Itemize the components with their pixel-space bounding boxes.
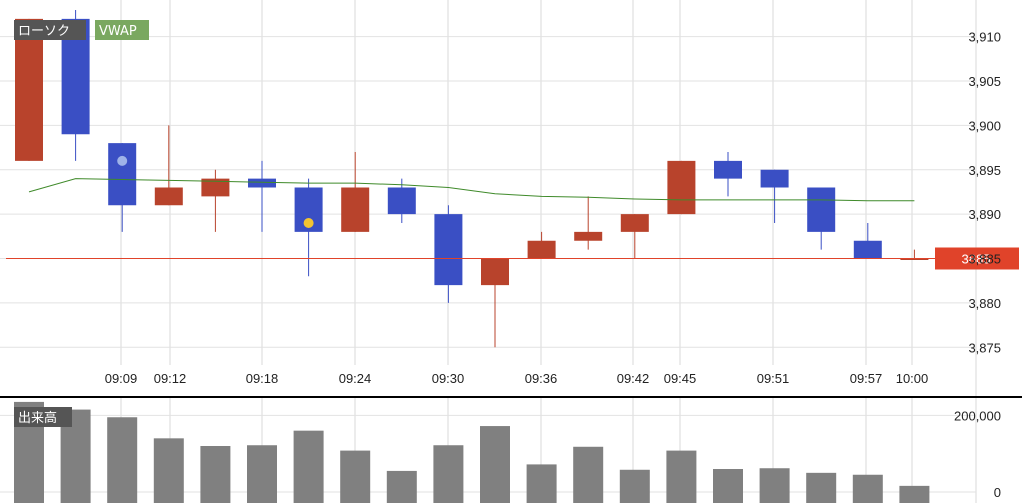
- y-tick-label: 3,900: [968, 118, 1001, 133]
- candle-body: [714, 160, 742, 179]
- candle-body: [481, 258, 509, 286]
- candle-body: [248, 178, 276, 188]
- marker-series: [117, 155, 314, 228]
- y-tick-label: 3,885: [968, 252, 1001, 267]
- volume-bar: [200, 446, 231, 503]
- volume-bar: [247, 445, 277, 503]
- candle-body: [15, 18, 43, 161]
- y-tick-label: 3,895: [968, 163, 1001, 178]
- candle-body: [154, 187, 183, 206]
- volume-bar: [899, 485, 930, 503]
- candle-body: [853, 240, 882, 259]
- legend: ローソク VWAP 出来高: [14, 20, 149, 427]
- x-tick-label: 09:42: [617, 371, 650, 386]
- candle-body: [760, 169, 789, 188]
- x-tick-label: 10:00: [896, 371, 929, 386]
- candlestick-series: [15, 10, 929, 348]
- signal-marker: [303, 218, 314, 228]
- candle-body: [900, 258, 929, 260]
- candle-body: [807, 187, 836, 232]
- x-tick-label: 09:45: [664, 371, 697, 386]
- legend-candle-label: ローソク: [18, 24, 70, 39]
- y-tick-label: 3,905: [968, 74, 1001, 89]
- vwap-line: [28, 178, 915, 202]
- volume-bar: [759, 468, 790, 503]
- volume-bar: [573, 446, 604, 503]
- candle-body: [574, 231, 603, 241]
- legend-volume-label: 出来高: [18, 410, 57, 426]
- volume-bar: [340, 450, 371, 503]
- candle-body: [667, 160, 696, 215]
- y-tick-label: 3,875: [968, 340, 1001, 355]
- y-tick-label: 3,880: [968, 296, 1001, 311]
- x-tick-label: 09:24: [339, 371, 372, 386]
- volume-bar: [526, 464, 557, 503]
- volume-bar: [806, 472, 837, 503]
- axis-labels: 3,875 3,880 3,885 3,890 3,895 3,900 3,905 3,910…: [105, 30, 1001, 500]
- legend-volume-tag: [14, 407, 72, 427]
- volume-bar: [480, 426, 510, 503]
- volume-bar: [713, 469, 743, 503]
- legend-candle-tag: [14, 20, 86, 40]
- last-price-indicator: 3885: [6, 247, 1019, 270]
- volume-bar: [852, 474, 883, 503]
- volume-bar: [153, 438, 184, 503]
- legend-vwap-tag: [95, 20, 149, 40]
- volume-y-tick-label: 0: [994, 485, 1001, 500]
- last-price-badge: [935, 247, 1019, 270]
- x-tick-label: 09:57: [850, 371, 883, 386]
- signal-marker: [117, 155, 128, 166]
- y-tick-label: 3,910: [968, 30, 1001, 45]
- vwap-series: [28, 178, 915, 202]
- x-tick-label: 09:18: [246, 371, 279, 386]
- candle-body: [620, 214, 649, 232]
- x-tick-label: 09:36: [525, 371, 558, 386]
- y-tick-label: 3,890: [968, 207, 1001, 222]
- candle-body: [527, 240, 556, 259]
- volume-bar: [619, 469, 650, 503]
- x-tick-label: 09:51: [757, 371, 790, 386]
- legend-vwap-label: VWAP: [99, 24, 137, 39]
- volume-bar: [666, 450, 697, 503]
- candle-body: [201, 178, 230, 197]
- x-tick-label: 09:09: [105, 371, 138, 386]
- candle-body: [387, 187, 416, 215]
- volume-series: [14, 401, 930, 503]
- candle-body: [434, 214, 463, 286]
- x-tick-label: 09:30: [432, 371, 465, 386]
- candle-body: [108, 143, 137, 206]
- volume-bar: [293, 430, 324, 503]
- volume-bar: [433, 445, 464, 503]
- volume-bar: [107, 417, 138, 503]
- volume-bar: [386, 470, 417, 503]
- volume-y-tick-label: 200,000: [954, 408, 1001, 423]
- candle-body: [341, 187, 370, 232]
- x-tick-label: 09:12: [154, 371, 187, 386]
- last-price-label: 3885: [962, 252, 991, 267]
